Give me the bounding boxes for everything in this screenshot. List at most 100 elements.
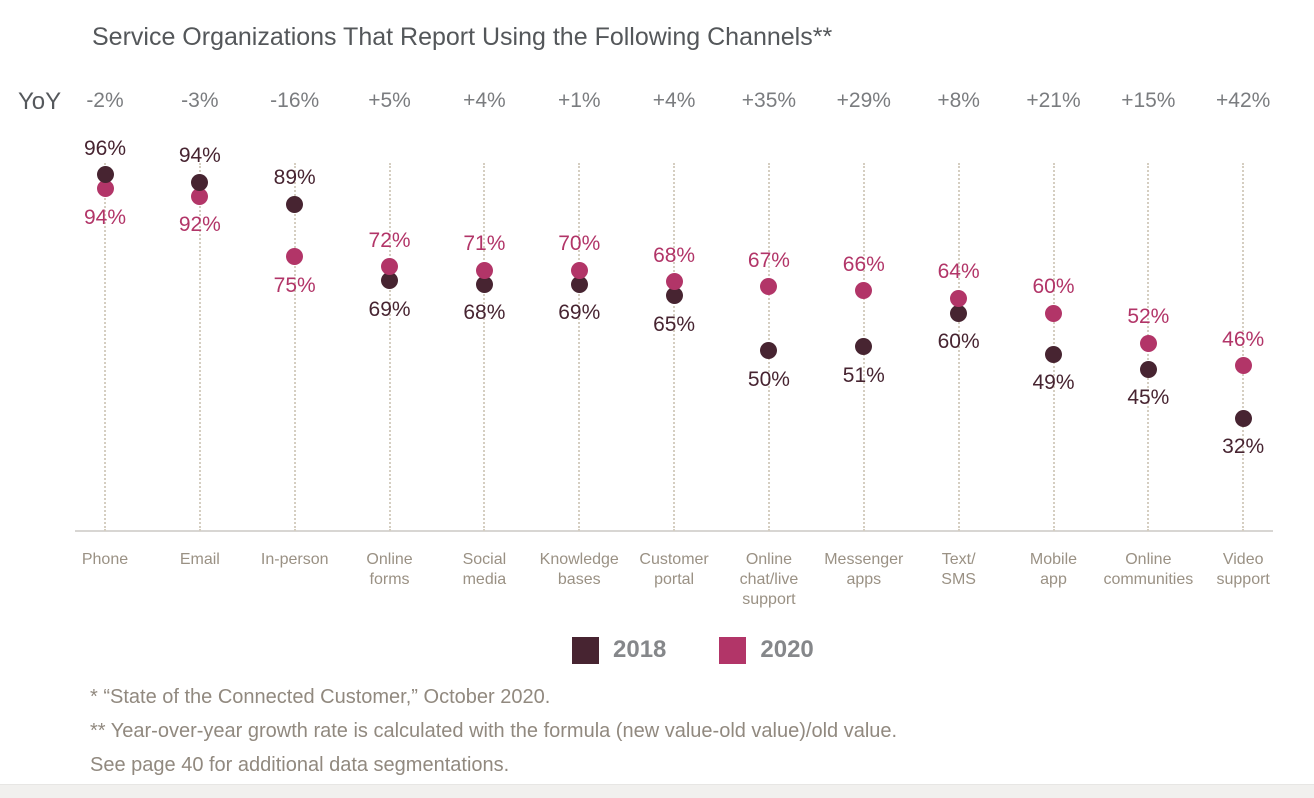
category-label: Knowledge bases bbox=[524, 550, 634, 590]
yoy-value: -2% bbox=[86, 89, 124, 112]
yoy-value: +42% bbox=[1216, 89, 1271, 112]
value-label-2020: 72% bbox=[368, 228, 411, 252]
category-label-line: support bbox=[742, 591, 796, 608]
dot-2018 bbox=[286, 195, 304, 213]
bottom-strip bbox=[0, 784, 1314, 798]
value-label-2018: 50% bbox=[747, 367, 790, 391]
legend-label-2018: 2018 bbox=[613, 636, 667, 663]
dot-2018 bbox=[1139, 360, 1157, 378]
category-label-line: Online bbox=[745, 551, 793, 568]
category-label-line: Video bbox=[1222, 551, 1264, 568]
legend: 2018 2020 bbox=[572, 636, 814, 664]
yoy-value: +5% bbox=[368, 89, 411, 112]
dot-2020 bbox=[760, 278, 778, 296]
dot-2020 bbox=[96, 180, 114, 198]
value-label-2018: 51% bbox=[842, 363, 885, 387]
category-label-line: app bbox=[1040, 571, 1067, 588]
gridline bbox=[198, 163, 201, 531]
dot-2020 bbox=[1234, 357, 1252, 374]
category-label: Video support bbox=[1188, 550, 1298, 590]
dot-2020 bbox=[191, 187, 209, 205]
gridline bbox=[673, 163, 676, 531]
category-label: Email bbox=[145, 550, 255, 570]
dot-2020 bbox=[950, 289, 968, 307]
value-label-2020: 66% bbox=[842, 252, 885, 276]
dot-2020 bbox=[570, 261, 588, 279]
category-label-line: portal bbox=[654, 571, 695, 588]
value-label-2020: 71% bbox=[463, 232, 506, 256]
dot-2018 bbox=[381, 272, 399, 290]
category-label-line: Phone bbox=[81, 551, 129, 568]
category-label-line: In-person bbox=[260, 551, 329, 568]
footnote-see-page: See page 40 for additional data segmenta… bbox=[90, 754, 510, 776]
gridline bbox=[104, 163, 106, 531]
dot-2018 bbox=[1045, 345, 1062, 363]
value-label-2020: 67% bbox=[747, 248, 790, 272]
category-label-line: Messenger bbox=[824, 551, 904, 568]
category-label: Customer portal bbox=[619, 550, 729, 590]
dot-2020 bbox=[475, 261, 493, 279]
category-label-line: Online bbox=[366, 551, 413, 568]
category-label-line: apps bbox=[846, 571, 882, 588]
legend-item-2020: 2020 bbox=[719, 636, 814, 664]
value-label-2020: 75% bbox=[273, 273, 316, 297]
yoy-value: -16% bbox=[270, 89, 320, 112]
value-label-2020: 46% bbox=[1222, 327, 1265, 351]
yoy-value: +35% bbox=[741, 89, 797, 112]
category-label: In-person bbox=[240, 550, 350, 570]
category-label-line: support bbox=[1216, 571, 1270, 588]
gridline bbox=[483, 163, 486, 531]
category-label-line: media bbox=[462, 571, 507, 588]
yoy-value: +4% bbox=[463, 89, 506, 112]
yoy-value: +15% bbox=[1121, 89, 1176, 112]
category-label-line: communities bbox=[1103, 571, 1194, 588]
yoy-value: +1% bbox=[557, 89, 601, 112]
category-label: Social media bbox=[429, 550, 539, 590]
dot-2020 bbox=[286, 248, 304, 266]
value-label-2018: 45% bbox=[1127, 386, 1170, 410]
value-label-2018: 60% bbox=[937, 330, 980, 353]
gridline bbox=[388, 163, 391, 531]
yoy-value: +8% bbox=[937, 89, 980, 112]
chart-title: Service Organizations That Report Using … bbox=[92, 23, 833, 51]
gridline bbox=[1242, 163, 1245, 531]
value-label-2018: 65% bbox=[653, 312, 696, 336]
value-label-2020: 60% bbox=[1032, 275, 1075, 298]
dot-2018 bbox=[570, 275, 588, 293]
dot-2018 bbox=[760, 342, 778, 359]
dot-2018 bbox=[475, 275, 493, 293]
value-label-2020: 64% bbox=[937, 260, 980, 283]
legend-item-2018: 2018 bbox=[572, 636, 666, 664]
category-label-line: chat/live bbox=[739, 571, 799, 588]
gridline bbox=[957, 163, 960, 531]
value-label-2018: 49% bbox=[1032, 371, 1075, 395]
dot-2018 bbox=[96, 166, 114, 184]
gridline bbox=[293, 163, 296, 531]
dot-2018 bbox=[855, 338, 873, 356]
value-label-2018: 68% bbox=[463, 301, 506, 325]
value-label-2020: 68% bbox=[653, 243, 696, 267]
dot-2020 bbox=[855, 282, 873, 299]
yoy-value: +29% bbox=[836, 89, 891, 112]
category-label-line: Social bbox=[462, 551, 507, 568]
value-label-2020: 52% bbox=[1127, 305, 1170, 328]
footnote-yoy-formula: ** Year-over-year growth rate is calcula… bbox=[90, 720, 898, 742]
yoy-value: +21% bbox=[1026, 89, 1081, 112]
footnote-source: * “State of the Connected Customer,” Oct… bbox=[90, 686, 551, 708]
yoy-axis-label: YoY bbox=[18, 88, 62, 115]
category-label-line: Email bbox=[179, 551, 220, 568]
dot-2020 bbox=[1139, 334, 1157, 352]
value-label-2020: 94% bbox=[83, 205, 127, 229]
value-label-2020: 70% bbox=[558, 232, 601, 256]
dot-2020 bbox=[381, 258, 399, 276]
value-label-2018: 89% bbox=[273, 166, 316, 190]
category-label-line: bases bbox=[557, 571, 601, 588]
category-label-line: Knowledge bbox=[539, 551, 619, 568]
dot-2020 bbox=[1045, 304, 1062, 322]
value-label-2018: 69% bbox=[368, 297, 411, 321]
dot-2018 bbox=[665, 287, 683, 305]
legend-swatch-2020 bbox=[719, 636, 747, 664]
dot-2018 bbox=[1234, 409, 1252, 427]
category-label-line: Text/ bbox=[941, 551, 976, 568]
